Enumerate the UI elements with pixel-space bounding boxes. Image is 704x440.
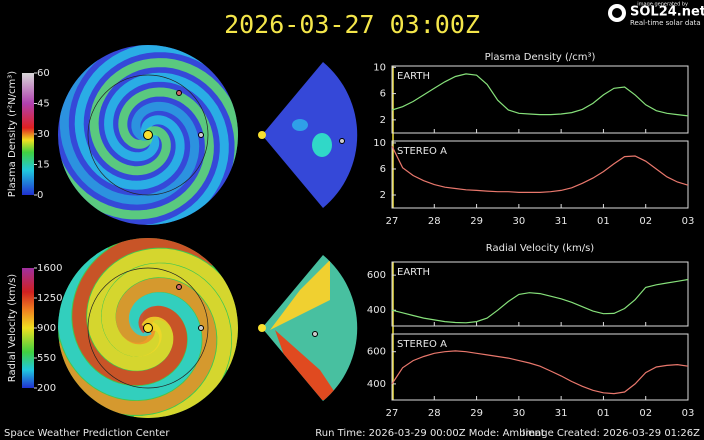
panel-frame <box>391 333 689 401</box>
series-label: STEREO A <box>397 339 447 350</box>
spiral-arm <box>58 238 202 401</box>
x-tick-label: 27 <box>386 408 399 419</box>
panel-frame <box>391 261 689 327</box>
logo-icon <box>612 8 622 18</box>
y-tick-label: 6 <box>380 164 386 175</box>
footer-left: Space Weather Prediction Center <box>4 428 170 439</box>
y-tick-label: 2 <box>380 115 386 126</box>
spiral-arm <box>104 72 229 225</box>
spiral-arm <box>59 46 200 205</box>
y-tick-label: 10 <box>373 62 386 73</box>
x-tick-label: 03 <box>682 408 695 419</box>
sun <box>143 130 153 140</box>
chart-title: Plasma Density (/cm³) <box>485 52 596 63</box>
y-tick-label: 10 <box>373 138 386 149</box>
orbit <box>87 74 209 196</box>
x-tick-label: 31 <box>555 216 568 227</box>
y-tick-label: 400 <box>367 305 386 316</box>
y-tick-label: 400 <box>367 379 386 390</box>
logo-caption: image generated by <box>637 2 688 8</box>
stereo-marker <box>176 284 182 290</box>
logo-name: SOL24.net <box>630 5 704 20</box>
colorbar-tick-label: 15 <box>37 160 50 171</box>
series-label: STEREO A <box>397 146 447 157</box>
x-tick-label: 29 <box>470 216 483 227</box>
x-tick-label: 29 <box>470 408 483 419</box>
y-tick-label: 600 <box>367 270 386 281</box>
colorbar-tick-label: 1250 <box>37 293 62 304</box>
spiral-arm <box>58 277 217 415</box>
series-line <box>391 73 689 117</box>
spiral-arm <box>72 238 220 386</box>
footer-right: Image Created: 2026-03-29 01:26Z <box>522 428 700 439</box>
x-tick-label: 30 <box>512 216 525 227</box>
earth-marker <box>198 132 204 138</box>
sun <box>258 324 266 332</box>
x-tick-label: 01 <box>597 216 610 227</box>
colorbar <box>22 268 34 388</box>
x-tick-label: 02 <box>639 216 652 227</box>
panel-frame <box>391 65 689 134</box>
colorbar-tick-label: 60 <box>37 68 50 79</box>
sun <box>258 131 266 139</box>
spiral-arm <box>89 58 238 181</box>
x-tick-label: 31 <box>555 408 568 419</box>
series-label: EARTH <box>397 71 430 82</box>
spiral-arm <box>101 263 232 418</box>
chart-title: Radial Velocity (km/s) <box>486 243 594 254</box>
colorbar-tick-label: 900 <box>37 323 56 334</box>
x-tick-label: 02 <box>639 408 652 419</box>
stereo-marker <box>176 90 182 96</box>
x-tick-label: 30 <box>512 408 525 419</box>
series-line <box>391 350 689 395</box>
spiral-arm <box>58 87 214 220</box>
x-tick-label: 01 <box>597 408 610 419</box>
colorbar-title: Plasma Density (r²N/cm³) <box>7 71 18 198</box>
velocity-disc <box>58 238 238 418</box>
colorbar-tick-label: 200 <box>37 383 56 394</box>
series-label: EARTH <box>397 267 430 278</box>
earth-marker <box>198 325 204 331</box>
series-line <box>391 278 689 324</box>
colorbar-tick-label: 1600 <box>37 263 62 274</box>
earth-marker <box>339 138 345 144</box>
x-tick-label: 03 <box>682 216 695 227</box>
colorbar-tick-label: 30 <box>37 129 50 140</box>
colorbar-tick-label: 0 <box>37 190 43 201</box>
footer-center: Run Time: 2026-03-29 00:00Z Mode: Ambien… <box>315 428 545 439</box>
earth-marker <box>312 331 318 337</box>
spiral-arm <box>74 45 219 190</box>
panel-frame <box>391 140 689 209</box>
colorbar-tick-label: 45 <box>37 99 50 110</box>
colorbar <box>22 73 34 195</box>
sun <box>143 323 153 333</box>
title: 2026-03-27 03:00Z <box>224 10 480 39</box>
y-tick-label: 600 <box>367 347 386 358</box>
x-tick-label: 28 <box>428 216 441 227</box>
logo-tagline: Real-time solar data <box>630 19 701 27</box>
colorbar-tick-label: 550 <box>37 353 56 364</box>
y-tick-label: 2 <box>380 190 386 201</box>
series-line <box>391 145 689 193</box>
x-tick-label: 27 <box>386 216 399 227</box>
y-tick-label: 6 <box>380 89 386 100</box>
orbit <box>87 267 209 389</box>
spiral-arm <box>87 248 238 374</box>
x-tick-label: 28 <box>428 408 441 419</box>
colorbar-title: Radial Velocity (km/s) <box>7 274 18 382</box>
